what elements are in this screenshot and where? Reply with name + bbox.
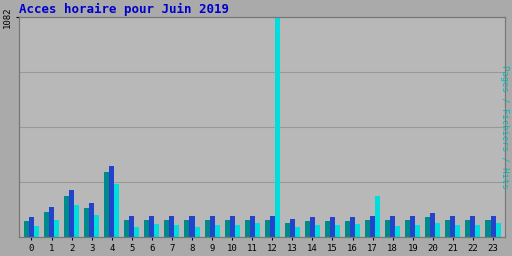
- Bar: [285, 223, 290, 237]
- Bar: [254, 223, 260, 237]
- Bar: [209, 216, 215, 237]
- Bar: [215, 226, 220, 237]
- Bar: [84, 208, 89, 237]
- Bar: [44, 212, 49, 237]
- Bar: [430, 213, 435, 237]
- Bar: [370, 216, 375, 237]
- Bar: [410, 216, 415, 237]
- Bar: [89, 203, 94, 237]
- Bar: [164, 220, 169, 237]
- Bar: [496, 223, 501, 237]
- Bar: [305, 221, 310, 237]
- Bar: [355, 225, 360, 237]
- Bar: [189, 216, 195, 237]
- Bar: [195, 227, 200, 237]
- Bar: [134, 227, 139, 237]
- Bar: [184, 220, 189, 237]
- Bar: [104, 172, 109, 237]
- Bar: [124, 220, 130, 237]
- Bar: [325, 221, 330, 237]
- Bar: [451, 216, 455, 237]
- Bar: [365, 220, 370, 237]
- Bar: [225, 220, 229, 237]
- Bar: [229, 216, 234, 237]
- Bar: [69, 190, 74, 237]
- Bar: [29, 217, 34, 237]
- Bar: [490, 216, 496, 237]
- Bar: [64, 196, 69, 237]
- Bar: [130, 216, 134, 237]
- Bar: [315, 226, 320, 237]
- Bar: [350, 217, 355, 237]
- Bar: [144, 220, 150, 237]
- Bar: [415, 226, 420, 237]
- Bar: [275, 17, 280, 237]
- Bar: [155, 225, 159, 237]
- Bar: [476, 226, 480, 237]
- Bar: [270, 216, 275, 237]
- Bar: [485, 220, 490, 237]
- Bar: [405, 220, 410, 237]
- Bar: [169, 216, 175, 237]
- Bar: [114, 184, 119, 237]
- Bar: [435, 223, 440, 237]
- Bar: [290, 219, 295, 237]
- Bar: [375, 196, 380, 237]
- Bar: [390, 216, 395, 237]
- Bar: [234, 226, 240, 237]
- Bar: [455, 226, 460, 237]
- Bar: [245, 220, 250, 237]
- Bar: [295, 227, 300, 237]
- Text: Acces horaire pour Juin 2019: Acces horaire pour Juin 2019: [19, 3, 229, 16]
- Bar: [335, 226, 340, 237]
- Bar: [204, 220, 209, 237]
- Bar: [109, 166, 114, 237]
- Bar: [425, 217, 430, 237]
- Bar: [150, 216, 155, 237]
- Bar: [330, 217, 335, 237]
- Bar: [385, 220, 390, 237]
- Y-axis label: Pages / Fichiers / Hits: Pages / Fichiers / Hits: [500, 65, 509, 189]
- Bar: [49, 207, 54, 237]
- Bar: [94, 215, 99, 237]
- Bar: [24, 221, 29, 237]
- Bar: [471, 216, 476, 237]
- Bar: [250, 216, 254, 237]
- Bar: [54, 220, 59, 237]
- Bar: [34, 227, 39, 237]
- Bar: [345, 221, 350, 237]
- Bar: [465, 220, 471, 237]
- Bar: [310, 217, 315, 237]
- Bar: [74, 205, 79, 237]
- Bar: [445, 220, 451, 237]
- Bar: [175, 226, 180, 237]
- Bar: [265, 220, 270, 237]
- Bar: [395, 227, 400, 237]
